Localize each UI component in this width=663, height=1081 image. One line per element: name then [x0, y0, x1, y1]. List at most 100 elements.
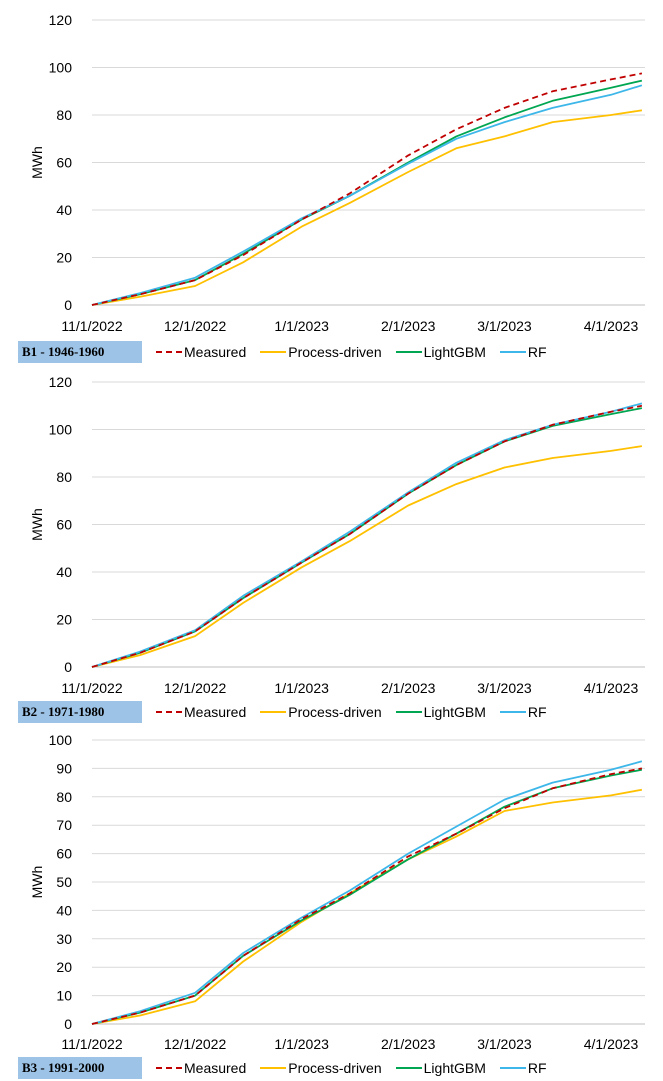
y-tick-label: 0	[64, 659, 72, 675]
x-tick-label: 1/1/2023	[274, 680, 329, 696]
panel-label-b3: B3 - 1991-2000	[18, 1057, 142, 1079]
y-axis-label: MWh	[29, 146, 45, 179]
legend-label-rf: RF	[527, 344, 547, 360]
y-tick-label: 50	[56, 874, 72, 890]
x-tick-label: 12/1/2022	[164, 1036, 226, 1052]
y-tick-label: 60	[56, 517, 72, 533]
series-line-process-driven	[91, 445, 643, 668]
y-tick-label: 80	[56, 107, 72, 123]
legend-b3: B3 - 1991-2000 Measured Process-driven L…	[18, 1056, 547, 1080]
series-line-rf	[91, 84, 643, 306]
legend-item-measured: Measured	[156, 704, 246, 720]
legend-item-measured: Measured	[156, 1060, 246, 1076]
y-tick-label: 100	[49, 732, 73, 748]
x-tick-label: 11/1/2022	[61, 318, 122, 334]
legend-swatch-rf	[499, 351, 526, 353]
y-tick-label: 40	[56, 202, 72, 218]
legend-swatch-lightgbm	[395, 711, 422, 713]
legend-item-rf: RF	[499, 704, 547, 720]
x-tick-label: 2/1/2023	[381, 680, 436, 696]
y-tick-label: 80	[56, 469, 72, 485]
y-tick-label: 90	[56, 760, 72, 776]
x-tick-label: 11/1/2022	[61, 680, 122, 696]
legend-swatch-process-driven	[260, 1067, 287, 1069]
legend-label-process-driven: Process-driven	[288, 704, 382, 720]
series-line-rf	[91, 760, 643, 1025]
legend-b1: B1 - 1946-1960 Measured Process-driven L…	[18, 340, 547, 364]
series-line-rf	[91, 402, 643, 668]
chart-panel-b2: 0 20 40 60 80 100 120 MWh 11/1/2022 12/1/2022 1/1/…	[0, 362, 663, 724]
x-tick-label: 12/1/2022	[164, 318, 226, 334]
panel-label-b2: B2 - 1971-1980	[18, 701, 142, 723]
y-tick-label: 0	[64, 297, 72, 313]
series-line-lightgbm	[91, 768, 643, 1025]
x-tick-label: 12/1/2022	[164, 680, 226, 696]
x-tick-label: 11/1/2022	[61, 1036, 122, 1052]
x-tick-label: 4/1/2023	[584, 318, 639, 334]
chart-panel-b1: 0 20 40 60 80 100 120 MWh 11/1/2022 12/1/2022 1/1/…	[0, 0, 663, 364]
y-tick-label: 60	[56, 846, 72, 862]
y-tick-label: 70	[56, 817, 72, 833]
legend-item-process-driven: Process-driven	[260, 704, 382, 720]
chart-panel-b3: 0 10 20 30 40 50 60 70 80 90 100 MWh 11/1/2022 12/1/2…	[0, 724, 663, 1081]
legend-label-rf: RF	[527, 1060, 547, 1076]
x-tick-label: 2/1/2023	[381, 318, 436, 334]
y-axis-label: MWh	[29, 508, 45, 541]
y-tick-label: 100	[49, 60, 73, 76]
legend-item-rf: RF	[499, 344, 547, 360]
panel-label-b1: B1 - 1946-1960	[18, 341, 142, 363]
x-tick-label: 4/1/2023	[584, 1036, 639, 1052]
series-line-lightgbm	[91, 407, 643, 668]
legend-label-process-driven: Process-driven	[288, 344, 382, 360]
series-line-measured	[91, 767, 643, 1025]
legend-label-rf: RF	[527, 704, 547, 720]
legend-item-rf: RF	[499, 1060, 547, 1076]
y-tick-label: 30	[56, 931, 72, 947]
legend-swatch-rf	[499, 711, 526, 713]
y-tick-label: 40	[56, 902, 72, 918]
y-tick-label: 60	[56, 155, 72, 171]
series-line-process-driven	[91, 109, 643, 306]
y-tick-label: 40	[56, 564, 72, 580]
y-tick-label: 20	[56, 612, 72, 628]
legend-swatch-process-driven	[260, 711, 287, 713]
series-line-measured	[91, 72, 643, 306]
legend-label-measured: Measured	[184, 1060, 247, 1076]
x-tick-label: 1/1/2023	[274, 318, 329, 334]
y-tick-label: 100	[49, 422, 73, 438]
legend-swatch-process-driven	[260, 351, 287, 353]
y-tick-label: 120	[49, 12, 73, 28]
legend-label-lightgbm: LightGBM	[423, 344, 486, 360]
legend-swatch-measured	[156, 1067, 182, 1069]
legend-label-lightgbm: LightGBM	[423, 1060, 486, 1076]
legend-item-lightgbm: LightGBM	[395, 344, 486, 360]
x-tick-label: 4/1/2023	[584, 680, 639, 696]
x-tick-label: 2/1/2023	[381, 1036, 436, 1052]
y-tick-label: 120	[49, 374, 73, 390]
legend-swatch-lightgbm	[395, 1067, 422, 1069]
y-tick-label: 20	[56, 250, 72, 266]
legend-item-process-driven: Process-driven	[260, 344, 382, 360]
y-tick-label: 80	[56, 789, 72, 805]
y-tick-label: 10	[56, 988, 72, 1004]
legend-item-measured: Measured	[156, 344, 246, 360]
x-tick-label: 3/1/2023	[477, 318, 532, 334]
chart-b1: 0 20 40 60 80 100 120 MWh 11/1/2022 12/1/2022 1/1/…	[29, 12, 645, 334]
legend-swatch-measured	[156, 711, 182, 713]
legend-swatch-measured	[156, 351, 182, 353]
series-line-measured	[91, 404, 643, 668]
legend-label-measured: Measured	[184, 344, 247, 360]
legend-item-process-driven: Process-driven	[260, 1060, 382, 1076]
chart-b2: 0 20 40 60 80 100 120 MWh 11/1/2022 12/1/2022 1/1/…	[29, 374, 645, 696]
y-tick-label: 20	[56, 959, 72, 975]
legend-label-lightgbm: LightGBM	[423, 704, 486, 720]
legend-swatch-lightgbm	[395, 351, 422, 353]
legend-label-process-driven: Process-driven	[288, 1060, 382, 1076]
legend-swatch-rf	[499, 1067, 526, 1069]
y-tick-label: 0	[64, 1016, 72, 1032]
chart-b3: 0 10 20 30 40 50 60 70 80 90 100 MWh 11/1/2022 12/1/2…	[29, 732, 645, 1052]
x-tick-label: 3/1/2023	[477, 680, 532, 696]
legend-label-measured: Measured	[184, 704, 247, 720]
x-tick-label: 1/1/2023	[274, 1036, 329, 1052]
legend-b2: B2 - 1971-1980 Measured Process-driven L…	[18, 700, 547, 724]
